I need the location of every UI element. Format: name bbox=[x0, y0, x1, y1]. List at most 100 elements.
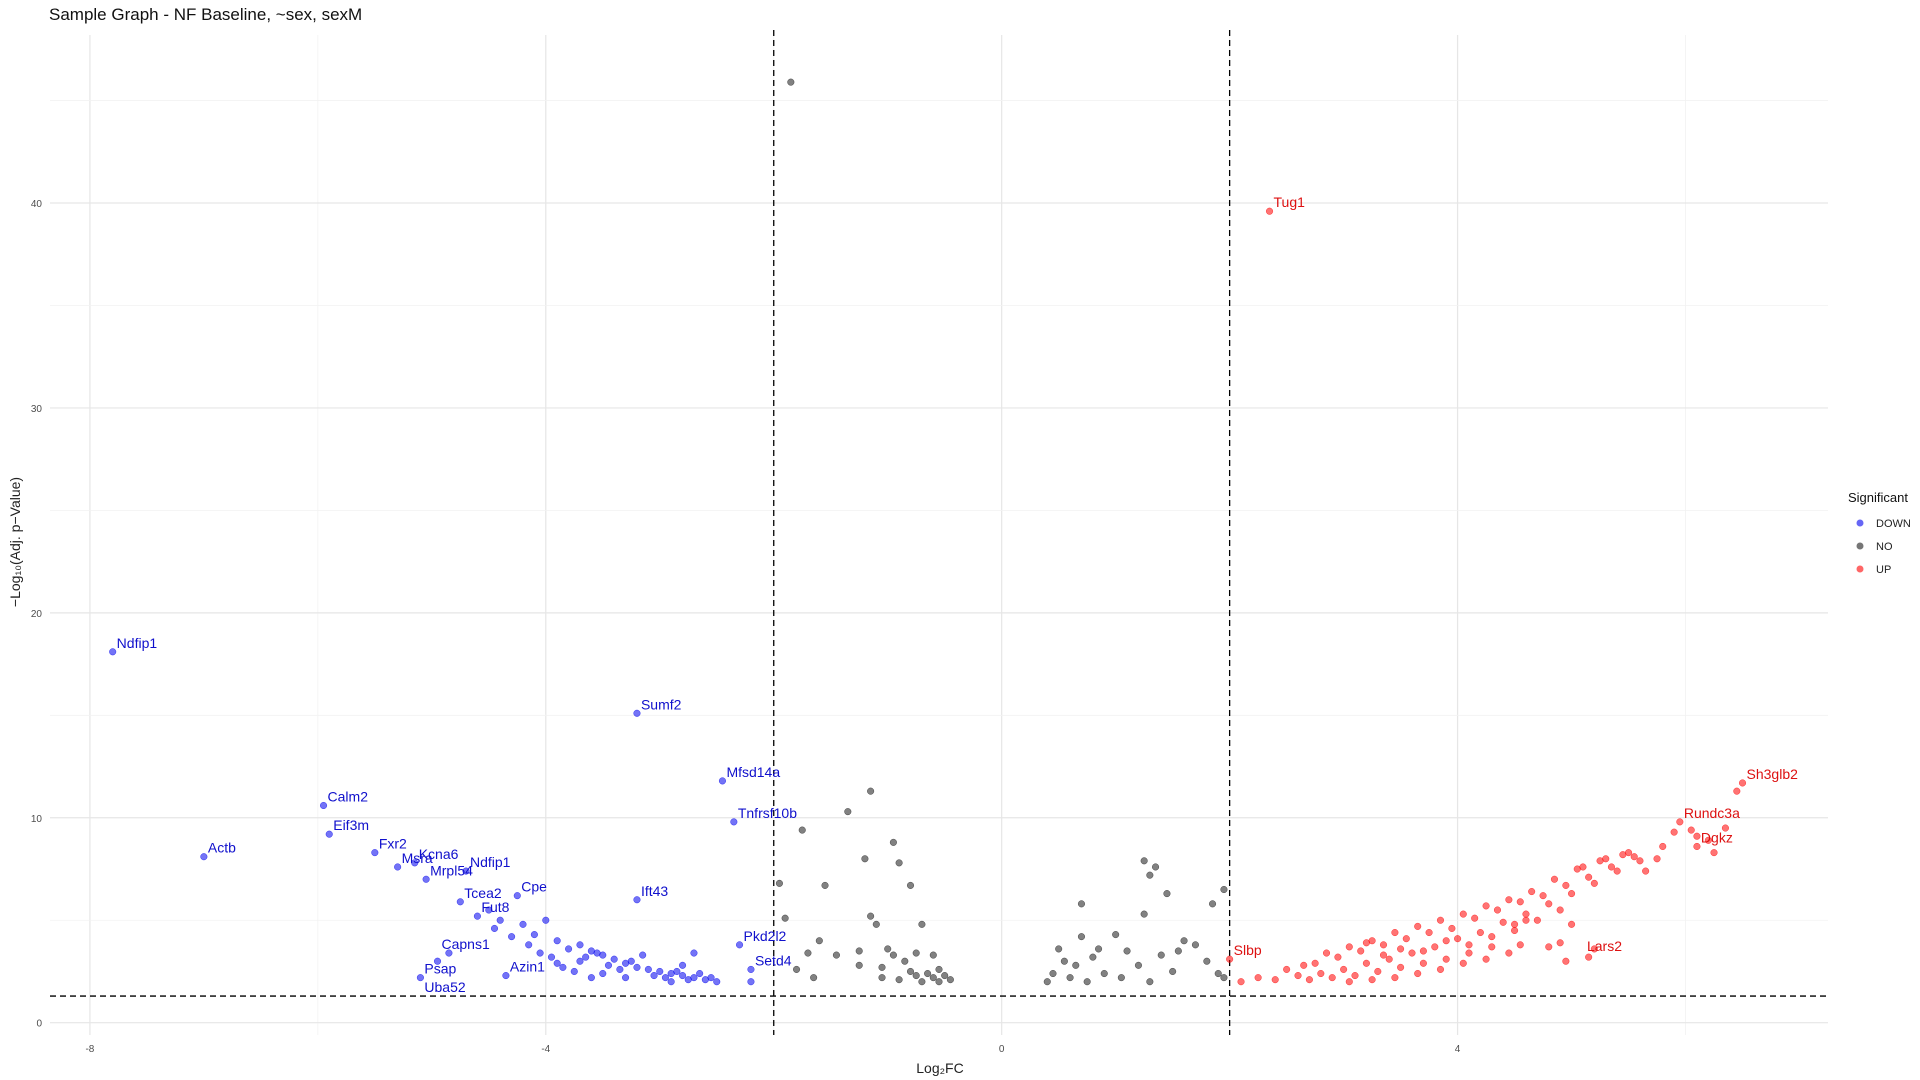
point-up bbox=[1351, 972, 1359, 980]
point-no bbox=[1060, 957, 1068, 965]
x-tick-label: -8 bbox=[85, 1044, 94, 1055]
point-down bbox=[593, 949, 601, 957]
point-up bbox=[1391, 928, 1399, 937]
point-no bbox=[1134, 961, 1143, 969]
gene-label: Rundc3a bbox=[1684, 805, 1740, 821]
point-no bbox=[1112, 931, 1120, 939]
point-up bbox=[1573, 865, 1581, 873]
point-down bbox=[633, 963, 641, 971]
point-down bbox=[473, 912, 481, 920]
y-tick-label: 10 bbox=[31, 814, 43, 825]
point-no bbox=[1083, 978, 1091, 986]
point-down bbox=[325, 830, 333, 838]
point-up bbox=[1379, 941, 1388, 949]
point-up bbox=[1431, 943, 1439, 951]
point-down bbox=[565, 945, 573, 953]
gene-label: Lars2 bbox=[1587, 938, 1622, 954]
legend-label-down: DOWN bbox=[1876, 518, 1911, 530]
point-up bbox=[1328, 974, 1336, 982]
point-no bbox=[1208, 900, 1217, 908]
gene-label: Tcea2 bbox=[464, 885, 502, 901]
x-tick-label: 0 bbox=[999, 1044, 1005, 1055]
point-up bbox=[1397, 963, 1405, 971]
point-no bbox=[1117, 974, 1125, 982]
point-up bbox=[1562, 957, 1570, 965]
point-up bbox=[1596, 857, 1604, 865]
point-up bbox=[1345, 943, 1353, 951]
point-down bbox=[553, 959, 561, 967]
point-up bbox=[1676, 818, 1684, 826]
point-down bbox=[433, 957, 442, 965]
point-up bbox=[1237, 978, 1245, 986]
point-up bbox=[1465, 949, 1473, 957]
point-down bbox=[667, 978, 675, 986]
point-no bbox=[884, 945, 892, 953]
point-down bbox=[747, 965, 755, 973]
point-no bbox=[1140, 857, 1148, 865]
point-up bbox=[1539, 892, 1547, 900]
point-up bbox=[1362, 939, 1370, 947]
point-up bbox=[1516, 898, 1524, 906]
gene-label: Azin1 bbox=[510, 959, 545, 975]
gene-label: Calm2 bbox=[328, 788, 369, 804]
point-up bbox=[1419, 959, 1427, 967]
point-no bbox=[1157, 951, 1165, 959]
point-up bbox=[1505, 949, 1513, 957]
point-no bbox=[1077, 900, 1086, 908]
point-up bbox=[1630, 853, 1638, 861]
point-down bbox=[644, 965, 652, 973]
point-down bbox=[536, 949, 544, 957]
point-no bbox=[1146, 871, 1154, 879]
gene-label: Capns1 bbox=[442, 936, 490, 952]
point-down bbox=[582, 953, 590, 961]
point-up bbox=[1585, 873, 1593, 881]
point-no bbox=[1152, 863, 1160, 871]
point-down bbox=[576, 957, 584, 965]
x-axis-title: Log₂FC bbox=[916, 1060, 963, 1076]
point-no bbox=[1174, 947, 1182, 955]
point-down bbox=[650, 972, 658, 980]
point-up bbox=[1317, 969, 1325, 978]
point-no bbox=[787, 78, 795, 86]
point-up bbox=[1733, 787, 1741, 795]
point-no bbox=[935, 965, 943, 973]
point-no bbox=[1089, 953, 1097, 961]
point-no bbox=[804, 949, 812, 957]
point-no bbox=[929, 974, 937, 982]
point-up bbox=[1471, 914, 1479, 922]
point-down bbox=[627, 957, 635, 965]
point-up bbox=[1391, 974, 1399, 982]
point-no bbox=[1220, 885, 1228, 894]
point-no bbox=[906, 967, 915, 976]
point-no bbox=[1095, 945, 1103, 953]
point-down bbox=[633, 709, 641, 717]
point-down bbox=[502, 972, 510, 980]
y-axis-title: −Log₁₀(Adj. p−Value) bbox=[7, 477, 23, 607]
point-up bbox=[1590, 879, 1598, 887]
point-no bbox=[792, 965, 801, 973]
point-down bbox=[679, 961, 687, 969]
point-down bbox=[513, 892, 521, 900]
point-no bbox=[1049, 969, 1057, 978]
point-up bbox=[1271, 976, 1279, 984]
point-down bbox=[553, 937, 561, 945]
point-down bbox=[530, 931, 538, 939]
point-up bbox=[1265, 207, 1274, 215]
point-no bbox=[1214, 969, 1222, 978]
point-up bbox=[1590, 945, 1598, 953]
point-up bbox=[1613, 867, 1621, 875]
gene-label: Mfsd14a bbox=[726, 764, 780, 780]
legend-label-up: UP bbox=[1876, 564, 1891, 576]
y-tick-label: 0 bbox=[36, 1019, 42, 1030]
point-no bbox=[832, 951, 840, 959]
point-up bbox=[1653, 855, 1661, 863]
point-up bbox=[1568, 890, 1576, 898]
point-up bbox=[1476, 928, 1484, 937]
point-no bbox=[895, 859, 903, 867]
gene-label: Actb bbox=[208, 840, 236, 856]
point-no bbox=[798, 826, 806, 834]
point-down bbox=[394, 863, 402, 871]
point-no bbox=[821, 881, 829, 889]
point-up bbox=[1659, 842, 1667, 851]
